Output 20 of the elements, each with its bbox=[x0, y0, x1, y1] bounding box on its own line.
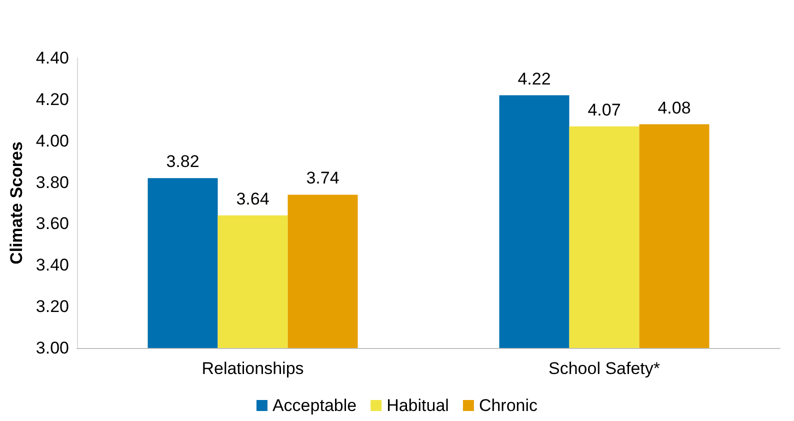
data-label: 4.22 bbox=[518, 69, 551, 88]
x-tick-label: Relationships bbox=[202, 359, 304, 378]
data-label: 4.08 bbox=[658, 98, 691, 118]
x-tick-label: School Safety* bbox=[548, 359, 660, 378]
y-tick-label: 3.60 bbox=[36, 214, 69, 234]
y-axis-title: Climate Scores bbox=[7, 142, 26, 264]
y-tick-label: 3.00 bbox=[36, 338, 69, 358]
legend-label: Acceptable bbox=[272, 396, 357, 415]
data-label: 3.82 bbox=[166, 152, 200, 172]
y-tick-label: 4.40 bbox=[36, 48, 69, 68]
legend-label: Habitual bbox=[386, 396, 449, 415]
y-tick-label: 3.40 bbox=[36, 256, 69, 275]
y-tick-label: 3.20 bbox=[36, 297, 69, 316]
y-tick-label: 3.80 bbox=[36, 172, 69, 192]
legend-label: Chronic bbox=[478, 396, 538, 415]
y-tick-label: 4.20 bbox=[36, 90, 69, 109]
data-label: 4.07 bbox=[588, 100, 621, 120]
y-tick-label: 4.00 bbox=[36, 131, 69, 150]
data-label: 3.74 bbox=[306, 168, 340, 188]
data-label: 3.64 bbox=[236, 189, 270, 208]
